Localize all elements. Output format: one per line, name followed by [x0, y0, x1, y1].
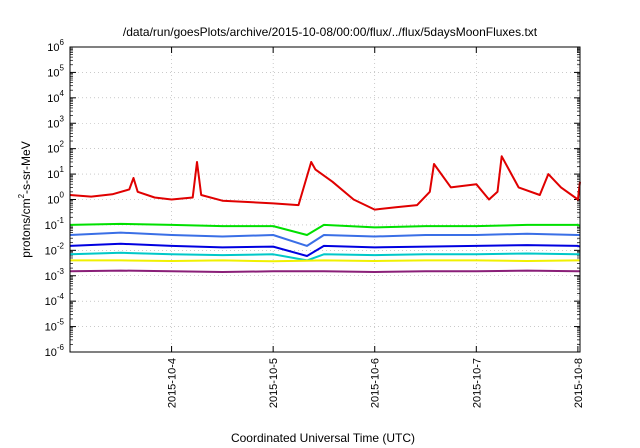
y-axis-title: protons/cm2-s-sr-MeV — [17, 141, 33, 257]
y-tick-label: 10-5 — [45, 318, 65, 334]
y-tick-label: 10-3 — [45, 267, 65, 283]
y-tick-label: 103 — [47, 114, 64, 130]
y-tick-label: 100 — [47, 191, 64, 207]
y-tick-label: 102 — [47, 140, 64, 156]
y-tick-label: 10-2 — [45, 241, 65, 257]
series-line — [69, 222, 581, 236]
series-line — [69, 155, 581, 211]
x-tick-label: 2015-10-6 — [370, 358, 382, 408]
y-tick-label: 101 — [47, 165, 64, 181]
x-tick-label: 2015-10-7 — [471, 358, 483, 408]
y-tick-label: 10-6 — [45, 343, 65, 359]
grid — [70, 47, 580, 352]
plot-frame — [69, 46, 581, 353]
y-axis: 10-6 10-5 10-4 10-3 10-2 10-1 100 101 102 103 104 1… — [45, 38, 580, 359]
y-tick-label: 105 — [47, 63, 64, 79]
x-tick-label: 2015-10-8 — [573, 358, 585, 408]
y-tick-label: 10-1 — [45, 216, 65, 232]
chart-title: /data/run/goesPlots/archive/2015-10-08/0… — [123, 25, 538, 39]
x-axis: 2015-10-4 2015-10-5 2015-10-6 2015-10-7 2015… — [167, 47, 585, 408]
series-line — [69, 242, 581, 257]
plot-area — [69, 155, 581, 273]
y-tick-label: 104 — [47, 89, 64, 105]
x-axis-title: Coordinated Universal Time (UTC) — [231, 431, 415, 445]
series-line — [69, 231, 580, 247]
series-line — [69, 251, 580, 262]
series-line — [69, 269, 580, 273]
x-tick-label: 2015-10-5 — [268, 358, 280, 408]
series-line — [70, 259, 580, 263]
y-tick-label: 106 — [47, 38, 64, 54]
y-tick-label: 10-4 — [45, 292, 65, 308]
x-tick-label: 2015-10-4 — [167, 358, 179, 408]
